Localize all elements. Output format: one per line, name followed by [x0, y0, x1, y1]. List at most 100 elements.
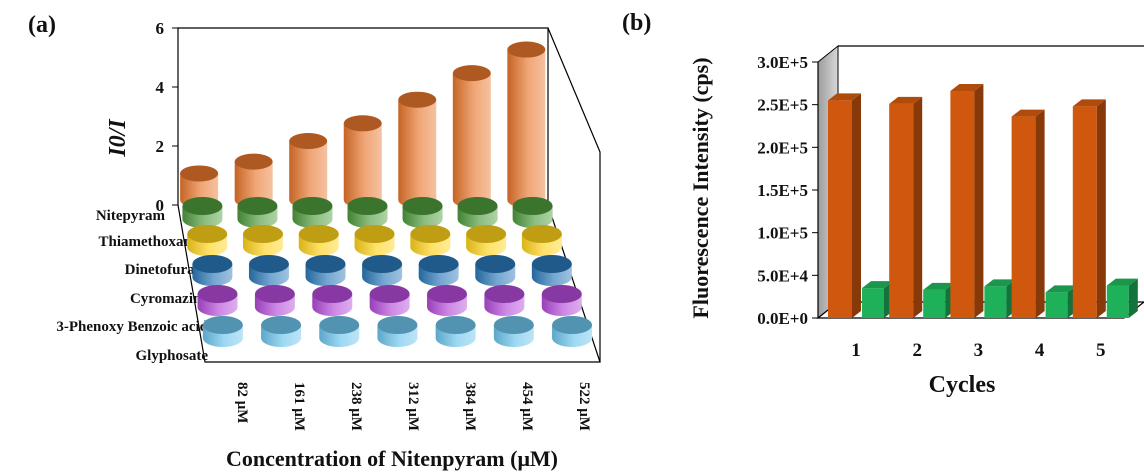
x-tick-label: 312 μM [405, 382, 421, 431]
cylinder-top [418, 255, 459, 273]
cylinder-bar [377, 316, 418, 347]
x-tick-label: 454 μM [519, 382, 535, 431]
cylinder-top [234, 153, 273, 170]
cylinder-bar [197, 285, 238, 316]
cylinder-top [452, 65, 491, 82]
bar-top [1045, 285, 1077, 293]
series-row-2 [187, 225, 562, 256]
cylinder-top [493, 316, 534, 334]
cylinder-top [507, 41, 546, 58]
bar-series-2 [862, 281, 893, 318]
series-label: Dinetofuran [125, 262, 204, 278]
x-axis-label: Cycles [929, 372, 996, 398]
panel-b-label: (b) [622, 10, 651, 36]
y-tick-label: 4 [156, 78, 165, 97]
bar-top [889, 96, 923, 104]
y-tick-label: 6 [156, 19, 165, 38]
series-row-3 [192, 255, 572, 286]
cylinder-bar [541, 285, 582, 316]
cylinder-top [305, 255, 346, 273]
x-tick-label: 3 [974, 340, 984, 361]
bar-front [1072, 106, 1097, 318]
bar-front [1106, 285, 1129, 318]
y-tick-label: 2.5E+5 [757, 96, 808, 115]
series-label: Nitepyram [96, 208, 166, 224]
cylinder-body [234, 161, 273, 208]
cylinder-bar [398, 91, 437, 208]
bar-side [1128, 278, 1138, 318]
cylinder-top [531, 255, 572, 273]
bar-side [1096, 99, 1106, 318]
series-row-4 [197, 285, 582, 317]
bar-series-1 [889, 96, 923, 319]
cylinder-bar [319, 316, 360, 347]
series-label: 3-Phenoxy Benzoic acid [56, 319, 208, 335]
cylinder-top [541, 285, 582, 303]
cylinder-bar [292, 197, 333, 228]
cylinder-bar [493, 316, 534, 347]
bar-side [1035, 109, 1045, 318]
bar-front [950, 91, 975, 318]
cylinder-bar [507, 41, 546, 208]
side-wall [547, 27, 601, 362]
cylinder-top [292, 197, 333, 215]
cylinder-body [507, 49, 546, 208]
series-label: Cyromazine [130, 291, 208, 307]
cylinder-top [248, 255, 289, 273]
cylinder-top [182, 197, 223, 215]
bar-front [1045, 292, 1068, 318]
bar-series-2 [1045, 285, 1077, 318]
cylinder-bar [362, 255, 403, 286]
cylinder-bar [452, 65, 491, 209]
cylinder-bar [552, 316, 593, 347]
bar-front [1011, 116, 1036, 318]
cylinder-bar [402, 197, 443, 228]
series-row-0 [180, 41, 546, 209]
cylinder-top [427, 285, 468, 303]
chart-a: 0 2 4 6 I0/I Nitepyram Thiamethoxam Dinetofuran… [56, 19, 601, 471]
series-label: Glyphosate [135, 348, 208, 364]
cylinder-top [398, 91, 437, 108]
bar-series-1 [1072, 99, 1106, 318]
bar-series-2 [984, 279, 1016, 318]
cylinder-top [435, 316, 476, 334]
bar-top [1106, 278, 1138, 286]
y-tick-label: 1.5E+5 [757, 181, 808, 200]
series-row-5 [202, 316, 593, 347]
chart-b: 0.0E+0 5.0E+4 1.0E+5 1.5E+5 2.0E+5 2.5E+5 3.0E… [688, 44, 1144, 398]
bar-top [1011, 109, 1045, 117]
cylinder-bar [234, 153, 273, 208]
cylinder-bar [435, 316, 476, 347]
bar-side [852, 93, 861, 319]
series-row-1 [182, 197, 553, 228]
cylinder-bar [347, 197, 388, 228]
x-tick-label: 238 μM [348, 382, 364, 431]
panel-a-label: (a) [28, 12, 56, 38]
bar-front [828, 100, 852, 319]
cylinder-top [377, 316, 418, 334]
cylinder-top [410, 225, 451, 243]
cylinder-top [312, 285, 353, 303]
bar-front [862, 288, 884, 318]
y-tick-label: 2 [156, 137, 165, 156]
cylinder-bar [187, 225, 228, 256]
cylinder-top [369, 285, 410, 303]
x-axis-label: Concentration of Nitenpyram (μM) [226, 446, 558, 471]
cylinder-top [237, 197, 278, 215]
back-wall [177, 27, 549, 205]
bar-top [923, 282, 955, 290]
cylinder-bar [369, 285, 410, 316]
cylinder-bar [343, 115, 382, 208]
bar-front [984, 286, 1007, 318]
series-label: Thiamethoxam [99, 234, 197, 250]
cylinder-bar [531, 255, 572, 286]
cylinder-bar [192, 255, 233, 286]
cylinder-bar [466, 225, 507, 256]
x-tick-label: 1 [851, 340, 861, 361]
bar-series-2 [1106, 278, 1138, 318]
cylinder-top [187, 225, 228, 243]
cylinder-top [202, 316, 243, 334]
cylinder-bar [243, 225, 284, 256]
y-tick-label: 5.0E+4 [757, 266, 808, 285]
cylinder-bar [298, 225, 339, 256]
